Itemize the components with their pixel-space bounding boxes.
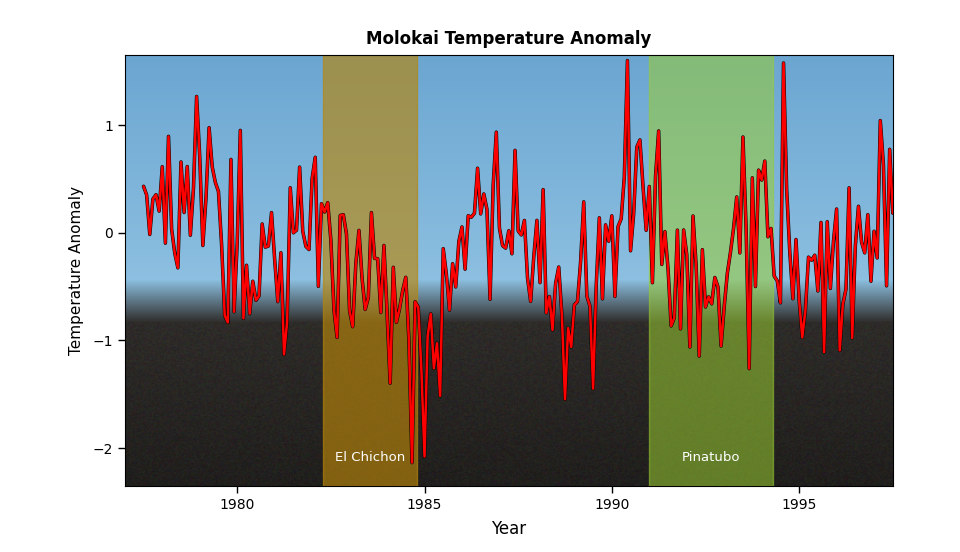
- Text: El Chichon: El Chichon: [335, 451, 405, 464]
- Y-axis label: Temperature Anomaly: Temperature Anomaly: [69, 186, 84, 355]
- Text: Pinatubo: Pinatubo: [682, 451, 740, 464]
- Bar: [649, 55, 773, 486]
- Title: Molokai Temperature Anomaly: Molokai Temperature Anomaly: [366, 30, 652, 48]
- Bar: [324, 55, 417, 486]
- X-axis label: Year: Year: [492, 520, 526, 538]
